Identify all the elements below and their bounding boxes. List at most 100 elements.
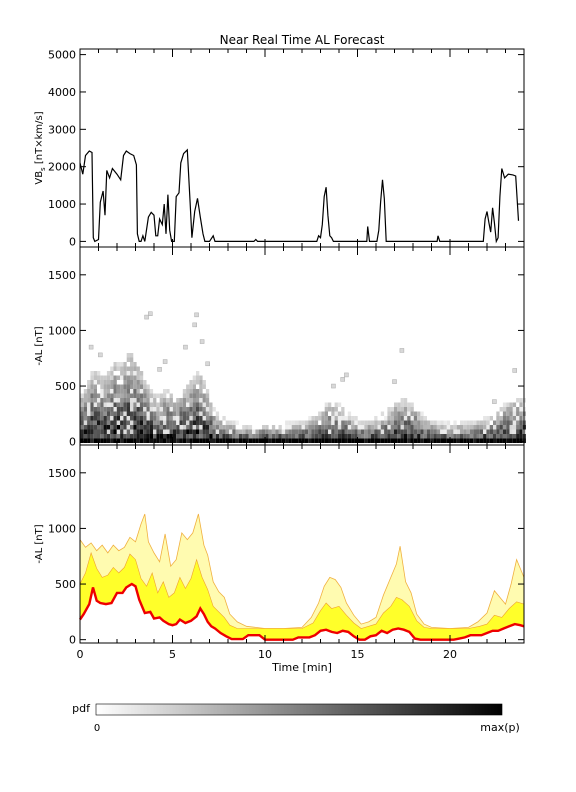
pdf-cell bbox=[265, 429, 269, 434]
pdf-cell bbox=[186, 384, 190, 389]
pdf-cell bbox=[460, 425, 464, 430]
pdf-cell bbox=[126, 393, 130, 398]
pdf-cell bbox=[374, 438, 378, 443]
pdf-cell bbox=[245, 434, 249, 439]
y-tick-label: 500 bbox=[55, 578, 76, 591]
pdf-cell bbox=[324, 402, 328, 407]
pdf-cell bbox=[397, 402, 401, 407]
pdf-cell bbox=[483, 434, 487, 439]
pdf-cell bbox=[106, 416, 111, 421]
pdf-cell bbox=[225, 434, 229, 439]
pdf-cell bbox=[407, 425, 411, 430]
pdf-cell bbox=[103, 420, 107, 425]
pdf-cell bbox=[103, 438, 107, 443]
pdf-cell bbox=[212, 438, 216, 443]
pdf-cell bbox=[202, 416, 206, 421]
pdf-cell bbox=[403, 407, 408, 412]
pdf-cell bbox=[304, 420, 309, 425]
pdf-cell bbox=[182, 416, 187, 421]
pdf-cell bbox=[133, 438, 137, 443]
pdf-cell bbox=[433, 429, 437, 434]
pdf-cell bbox=[219, 420, 223, 425]
pdf-cell bbox=[189, 425, 193, 430]
x-tick-label: 10 bbox=[258, 648, 272, 661]
pdf-cell bbox=[209, 416, 213, 421]
pdf-cell bbox=[106, 429, 111, 434]
pdf-cell bbox=[314, 429, 319, 434]
pdf-y-ticks: 0 500 1000 1500 bbox=[48, 247, 525, 449]
pdf-cell bbox=[156, 429, 160, 434]
pdf-cell bbox=[156, 402, 160, 407]
pdf-cell bbox=[80, 407, 84, 412]
pdf-cell bbox=[453, 429, 457, 434]
pdf-cell bbox=[509, 416, 513, 421]
pdf-cell bbox=[149, 407, 154, 412]
pdf-cell bbox=[179, 429, 183, 434]
pdf-cell bbox=[334, 434, 338, 439]
pdf-cell bbox=[186, 438, 190, 443]
pdf-cell bbox=[133, 371, 137, 376]
pdf-cell bbox=[502, 411, 507, 416]
pdf-cell bbox=[506, 429, 510, 434]
pdf-cell bbox=[209, 411, 213, 416]
pdf-cell bbox=[328, 434, 332, 439]
pdf-cell bbox=[87, 402, 91, 407]
pdf-cell bbox=[126, 429, 130, 434]
pdf-cell bbox=[205, 393, 210, 398]
pdf-cell bbox=[384, 416, 388, 421]
pdf-cell bbox=[120, 366, 124, 371]
pdf-cell bbox=[163, 393, 167, 398]
pdf-cell bbox=[143, 416, 147, 421]
pdf-cell bbox=[106, 384, 111, 389]
pdf-cell bbox=[97, 420, 101, 425]
pdf-cell bbox=[126, 416, 130, 421]
pdf-cell bbox=[321, 434, 325, 439]
pdf-cell bbox=[83, 411, 88, 416]
pdf-cell bbox=[196, 429, 200, 434]
pdf-cell bbox=[156, 411, 160, 416]
pdf-cell bbox=[126, 398, 130, 403]
pdf-cell bbox=[222, 416, 226, 421]
pdf-cell bbox=[100, 420, 104, 425]
pdf-cell bbox=[344, 438, 348, 443]
pdf-cell bbox=[139, 407, 144, 412]
pdf-cell bbox=[133, 411, 137, 416]
pdf-cell bbox=[351, 429, 355, 434]
pdf-cell bbox=[133, 362, 137, 367]
pdf-cell bbox=[202, 398, 206, 403]
pdf-cell bbox=[334, 438, 338, 443]
pdf-cell bbox=[331, 434, 335, 439]
pdf-cell bbox=[166, 389, 170, 394]
pdf-cell bbox=[443, 420, 447, 425]
pdf-cell bbox=[469, 429, 474, 434]
pdf-cell bbox=[493, 425, 497, 430]
pdf-cell bbox=[509, 420, 513, 425]
pdf-cell bbox=[133, 384, 137, 389]
pdf-cell bbox=[394, 429, 398, 434]
pdf-cell bbox=[126, 438, 130, 443]
pdf-cell bbox=[496, 416, 500, 421]
pdf-cell bbox=[516, 398, 520, 403]
pdf-cell bbox=[506, 425, 510, 430]
pdf-cell bbox=[311, 438, 315, 443]
pdf-cell bbox=[489, 434, 493, 439]
pdf-cell bbox=[413, 429, 418, 434]
pdf-cell bbox=[380, 429, 385, 434]
pdf-cell bbox=[199, 420, 203, 425]
pdf-cell bbox=[159, 416, 163, 421]
pdf-cell bbox=[417, 429, 421, 434]
pdf-cell bbox=[328, 420, 332, 425]
pdf-cell bbox=[483, 420, 487, 425]
pdf-cell bbox=[103, 416, 107, 421]
pdf-cell bbox=[169, 398, 173, 403]
pdf-cell bbox=[440, 434, 444, 439]
pdf-cell bbox=[334, 416, 338, 421]
pdf-cell bbox=[90, 411, 94, 416]
pdf-cell bbox=[479, 420, 484, 425]
pdf-cell bbox=[324, 434, 328, 439]
pdf-cell bbox=[321, 429, 325, 434]
pdf-cell bbox=[205, 411, 210, 416]
pdf-cell bbox=[169, 438, 173, 443]
pdf-cell bbox=[113, 429, 117, 434]
pdf-cell bbox=[298, 425, 302, 430]
